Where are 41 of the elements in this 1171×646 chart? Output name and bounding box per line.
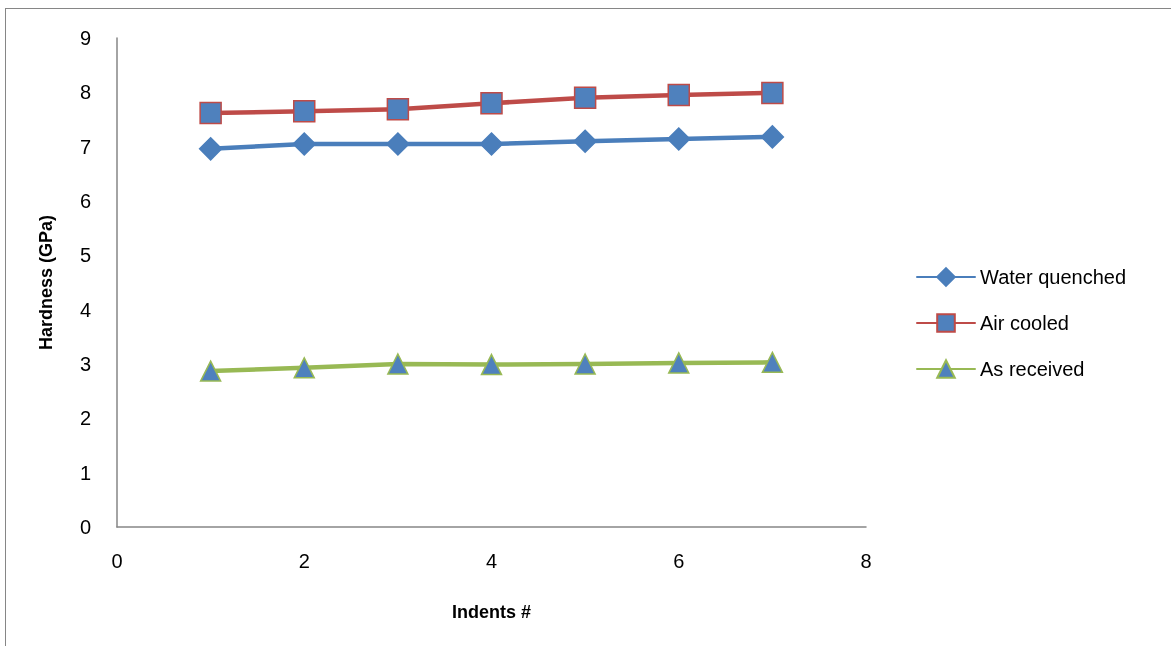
x-tick-label: 2 — [298, 550, 310, 572]
point — [480, 91, 503, 115]
point — [199, 101, 222, 125]
point — [293, 100, 316, 123]
y-tick-label: 3 — [79, 353, 91, 375]
point — [199, 360, 222, 382]
point — [292, 132, 316, 156]
legend-label: Water quenched — [980, 266, 1127, 288]
point — [386, 97, 410, 121]
point — [667, 83, 690, 107]
x-tick-label: 0 — [111, 550, 123, 572]
x-tick-label: 4 — [485, 550, 498, 572]
point — [667, 127, 691, 151]
x-tick-label: 6 — [673, 550, 685, 572]
point — [668, 352, 690, 374]
y-tick-label: 9 — [79, 27, 91, 49]
x-tick-label: 8 — [860, 550, 872, 572]
y-tick-label: 5 — [79, 244, 91, 267]
y-tick-label: 1 — [79, 461, 91, 484]
y-axis-title: Hardness (GPa) — [36, 214, 56, 351]
legend-label: Air cooled — [980, 312, 1069, 334]
point — [480, 353, 503, 376]
point — [387, 353, 409, 375]
x-axis-title: Indents # — [451, 602, 532, 622]
y-tick-label: 4 — [79, 298, 91, 321]
point — [479, 132, 504, 156]
point — [761, 351, 784, 374]
y-tick-label: 8 — [79, 81, 91, 104]
legend-label: As received — [980, 358, 1085, 380]
point — [573, 86, 597, 110]
point — [573, 129, 597, 153]
point — [386, 132, 410, 156]
y-tick-label: 2 — [79, 407, 91, 430]
point — [198, 137, 223, 161]
point — [293, 357, 315, 379]
y-tick-label: 0 — [79, 516, 91, 538]
point — [574, 353, 596, 375]
point — [761, 81, 784, 105]
point — [760, 125, 785, 149]
y-tick-label: 7 — [79, 135, 91, 158]
y-tick-label: 6 — [79, 190, 91, 212]
